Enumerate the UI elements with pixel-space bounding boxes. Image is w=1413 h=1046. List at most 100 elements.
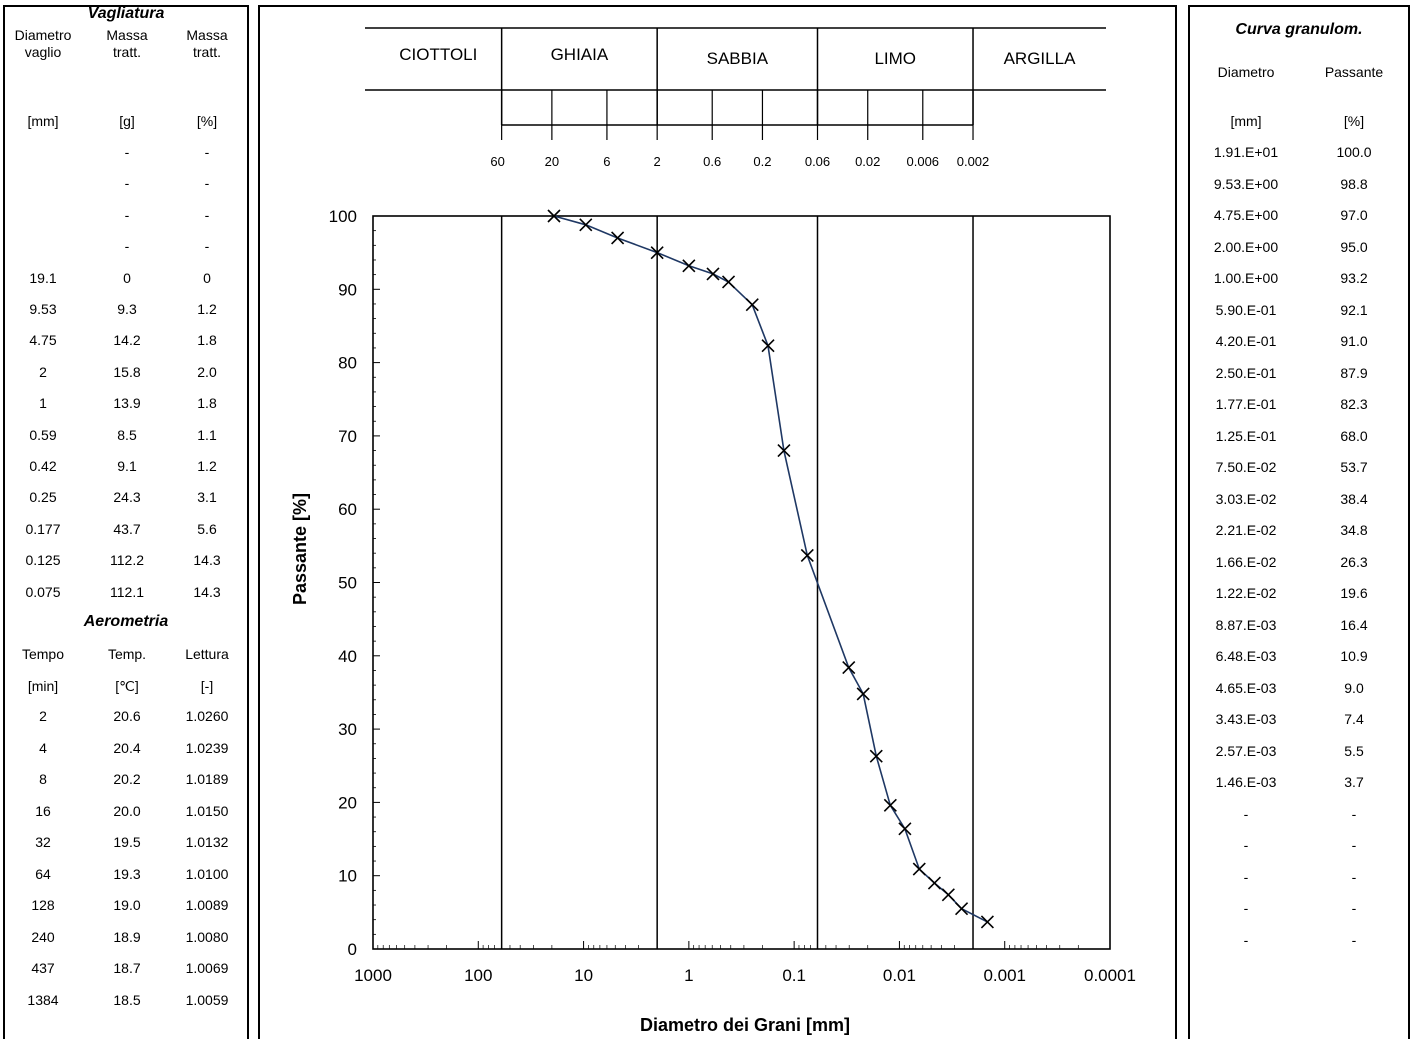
curve-row: 2.00.E+00 95.0 [1190,239,1408,259]
curve-cell: 4.20.E-01 [1215,333,1277,349]
curve-row: -- [1190,900,1408,920]
data-point [721,275,736,289]
sieve-cell: 19.1 [29,269,57,286]
curve-cell: 100.0 [1336,144,1372,160]
curve-cell: 4.75.E+00 [1213,207,1279,223]
y-tick-label: 20 [338,793,357,812]
sieve-cell: 24.3 [113,489,141,506]
data-point [883,798,897,812]
data-point [927,876,942,890]
class-scale-label: 0.006 [907,154,940,169]
sieve-cell: 43.7 [113,520,141,537]
curve-cell: - [1351,931,1357,948]
data-point [842,660,856,675]
y-tick-label: 30 [338,720,357,739]
marker-stroke [706,267,720,281]
sieve-cell: 14.3 [193,552,221,569]
curve-row: 6.48.E-03 10.9 [1190,648,1408,668]
curve-title: Curva granulom. [1235,21,1363,38]
sieve-cell: 9.53 [29,301,57,317]
curve-panel: Curva granulom. Diametro Passante [mm] [%… [1188,5,1410,1039]
aero-header-cell: Temp. [107,646,147,662]
aero-cell: 1.0132 [185,834,229,850]
aero-row: 2 20.6 1.0260 [5,708,247,728]
sieve-cell: 0.59 [29,426,57,443]
curve-header-diameter: Diametro [1217,64,1275,80]
curve-row: 4.75.E+00 97.0 [1190,207,1408,227]
sieve-cell: - [204,238,210,255]
aero-cell: 1.0260 [185,708,229,724]
aero-cell: 18.5 [113,991,141,1008]
marker-stroke [869,749,883,763]
x-tick-label: 10 [574,966,593,985]
sieve-cell: - [124,238,130,255]
plot-area [372,215,1111,950]
aero-cell: 2 [39,708,47,724]
sieve-cell: 8.5 [117,426,137,443]
aero-cell: 4 [39,739,47,756]
curve-row: 9.53.E+00 98.8 [1190,176,1408,196]
sieve-cell: 1.8 [197,395,217,412]
series-line [553,215,988,923]
curve-units-cell: [mm] [1230,113,1262,129]
sieve-cell: 2.0 [197,363,217,380]
curve-cell: 16.4 [1340,616,1368,633]
class-scale-label: 0.06 [805,154,830,169]
sieve-cell: 14.2 [113,332,141,349]
soil-class-label: ARGILLA [1004,49,1076,68]
aero-cell: 1.0059 [185,991,229,1008]
sieve-cell: - [204,175,210,192]
curve-cell: - [1351,868,1357,885]
curve-row: -- [1190,806,1408,826]
data-point [777,443,791,458]
curve-row: 1.25.E-01 68.0 [1190,428,1408,448]
sieve-cell: 0.42 [29,458,57,474]
y-tick-label: 80 [338,354,357,373]
marker-stroke [927,876,942,890]
data-point [761,339,775,353]
marker-stroke [579,218,593,232]
marker-stroke [856,687,870,701]
curve-cell: 92.1 [1340,301,1368,318]
marker-stroke [980,915,994,929]
data-point [898,822,912,836]
curve-row: 2.21.E-02 34.8 [1190,522,1408,542]
soil-class-label: GHIAIA [551,45,609,64]
aero-cell: 20.6 [113,708,141,724]
sieve-row: -- [5,238,247,258]
sieve-row: 0.125 112.2 14.3 [5,552,247,572]
curve-cell: 3.43.E-03 [1215,711,1277,727]
curve-cell: 10.9 [1340,648,1368,664]
sieve-cell: 5.6 [197,520,217,537]
class-scale-label: 20 [545,154,559,169]
sieve-cell: 1.8 [197,332,217,349]
curve-row: 3.43.E-03 7.4 [1190,711,1408,731]
y-tick-label: 40 [338,647,357,666]
curve-cell: 38.4 [1340,490,1368,507]
class-scale-label: 2 [654,154,661,169]
sieve-row: 19.1 0 0 [5,270,247,290]
aero-cell: 19.3 [113,865,141,882]
y-tick-label: 0 [348,940,357,959]
curve-cell: 1.00.E+00 [1213,270,1279,286]
sieve-cell: 0.075 [25,583,61,600]
data-point [980,915,994,929]
curve-cell: 97.0 [1340,207,1368,223]
data-point [579,218,593,232]
aero-cell: 1.0100 [185,865,229,882]
class-scale-label: 6 [603,154,610,169]
x-tick-label: 0.001 [983,966,1026,985]
curve-row: 1.91.E+01 100.0 [1190,144,1408,164]
curve-cell: - [1351,805,1357,822]
data-point [745,298,759,312]
marker-stroke [883,798,897,812]
curve-cell: 1.91.E+01 [1213,144,1279,160]
aero-cell: 20.2 [113,771,141,787]
curve-row: 4.65.E-03 9.0 [1190,680,1408,700]
class-scale-label: 0.6 [703,154,721,169]
data-point [706,267,720,281]
curve-row: 3.03.E-02 38.4 [1190,491,1408,511]
sieve-cell: 9.1 [117,458,137,474]
aero-cell: 1.0080 [185,928,229,945]
soil-class-label: SABBIA [707,49,769,68]
